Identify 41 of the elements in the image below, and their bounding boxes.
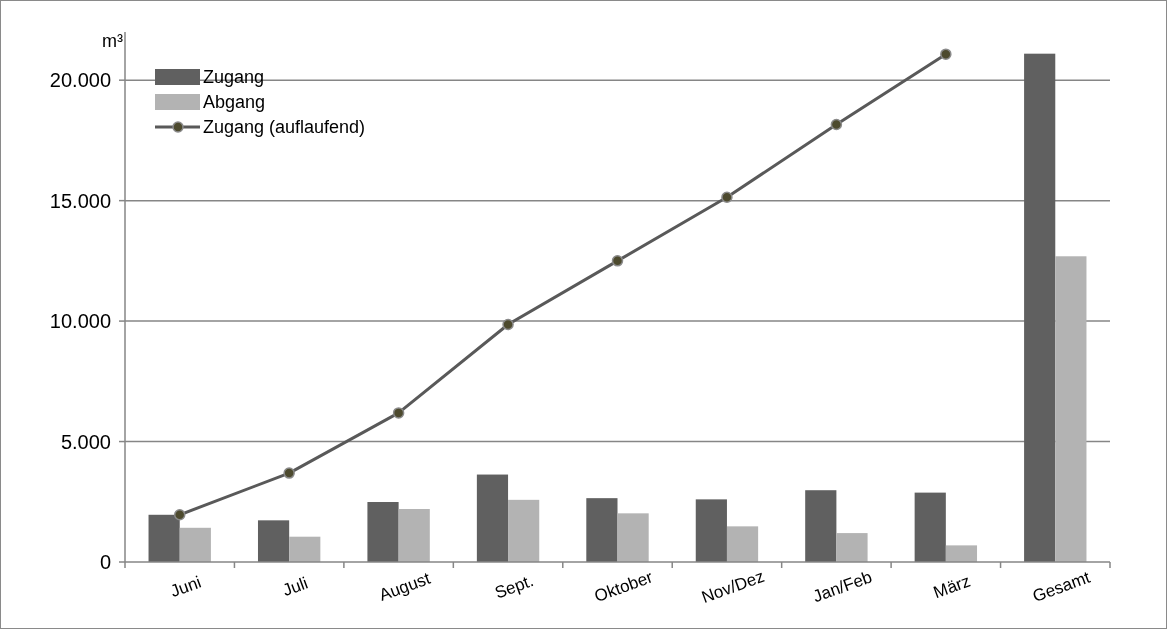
bar	[805, 490, 837, 562]
point	[173, 509, 186, 521]
bar	[257, 520, 290, 562]
x-tick-label: August	[376, 568, 434, 605]
y-tick-label: 10.000	[49, 310, 111, 333]
y-tick-label: 0	[99, 551, 111, 573]
point	[721, 191, 733, 204]
bar	[586, 498, 618, 562]
bar	[617, 513, 649, 562]
y-axis-title: m³	[102, 31, 123, 51]
legend-label: Abgang	[203, 92, 266, 113]
x-tick-label: Juni	[167, 572, 204, 602]
bar	[476, 474, 509, 562]
point	[611, 255, 624, 267]
bar	[398, 509, 430, 562]
y-tick-label: 5.000	[60, 430, 111, 453]
bar	[289, 536, 321, 562]
point	[283, 467, 295, 479]
point	[392, 407, 405, 419]
bar	[367, 502, 399, 562]
bar	[836, 533, 868, 562]
y-tick-label: 15.000	[49, 189, 111, 212]
legend-label: Zugang (auflaufend)	[203, 117, 366, 138]
bar	[179, 527, 211, 562]
bar	[695, 499, 727, 562]
x-tick-label: Sept.	[492, 571, 537, 603]
point	[830, 118, 843, 131]
y-tick-label: 20.000	[49, 69, 111, 92]
x-tick-label: Oktober	[591, 567, 656, 607]
bar	[508, 499, 540, 562]
legend-label: Zugang	[203, 67, 265, 88]
bar	[726, 526, 759, 562]
x-tick-label: Juli	[280, 573, 311, 601]
bar	[914, 492, 946, 562]
bar	[945, 545, 978, 562]
point	[940, 48, 952, 60]
point	[502, 318, 514, 331]
bar	[1024, 53, 1056, 562]
bar	[148, 514, 180, 562]
bar	[1055, 256, 1087, 562]
x-tick-label: März	[930, 571, 973, 603]
